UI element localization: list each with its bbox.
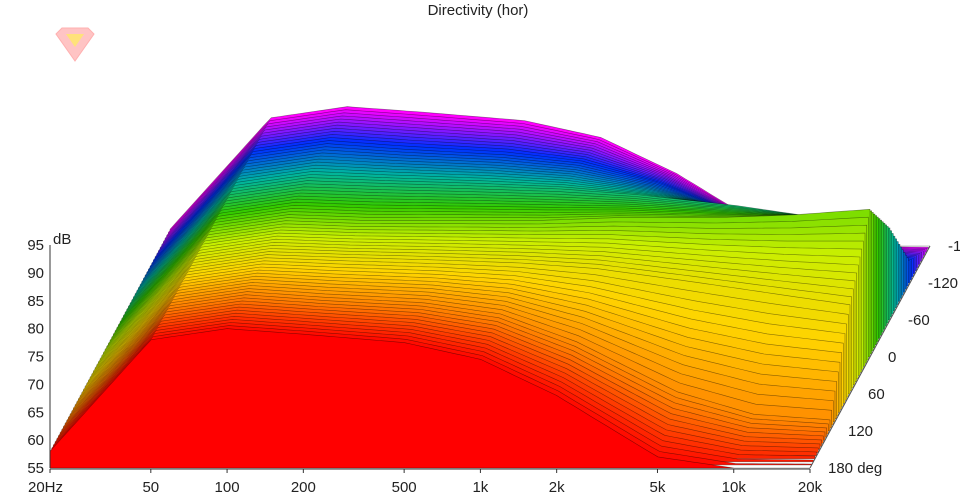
x-axis: 20Hz 50 100 200 500 1k 2k 5k 10k 20k	[28, 468, 823, 496]
waterfall-surface	[49, 106, 930, 469]
angle-tick-label: 60	[868, 386, 885, 403]
y-tick-label: 85	[27, 293, 44, 310]
x-tick-label: 20k	[798, 479, 823, 496]
angle-axis-line	[809, 245, 931, 469]
y-tick-label: 55	[27, 460, 44, 477]
y-tick-label: 80	[27, 321, 44, 338]
y-tick-label: 70	[27, 376, 44, 393]
angle-tick-label: -120	[928, 275, 958, 292]
x-tick-label: 50	[142, 479, 159, 496]
y-tick-label: 95	[27, 237, 44, 254]
chart-title: Directivity (hor)	[428, 2, 529, 19]
x-tick-label: 500	[392, 479, 417, 496]
angle-tick-label: -180	[948, 238, 960, 255]
angle-tick-label: 120	[848, 423, 873, 440]
y-tick-label: 90	[27, 265, 44, 282]
angle-tick-label: 0	[888, 349, 896, 366]
x-tick-label: 20Hz	[28, 479, 63, 496]
x-tick-label: 5k	[650, 479, 666, 496]
x-tick-label: 10k	[722, 479, 747, 496]
angle-axis: -180 -120 -60 0 60 120 180 deg	[809, 238, 960, 477]
y-tick-label: 60	[27, 432, 44, 449]
y-axis: 95 90 85 80 75 70 65 60 55 dB	[27, 231, 71, 477]
x-tick-label: 100	[215, 479, 240, 496]
y-axis-label: dB	[53, 231, 71, 248]
x-tick-label: 200	[291, 479, 316, 496]
angle-tick-label: -60	[908, 312, 930, 329]
x-tick-label: 1k	[472, 479, 488, 496]
diamond-logo	[55, 27, 95, 62]
y-tick-label: 65	[27, 404, 44, 421]
angle-slice-180	[49, 328, 810, 469]
y-tick-label: 75	[27, 349, 44, 366]
angle-tick-label: 180 deg	[828, 460, 882, 477]
x-tick-label: 2k	[549, 479, 565, 496]
